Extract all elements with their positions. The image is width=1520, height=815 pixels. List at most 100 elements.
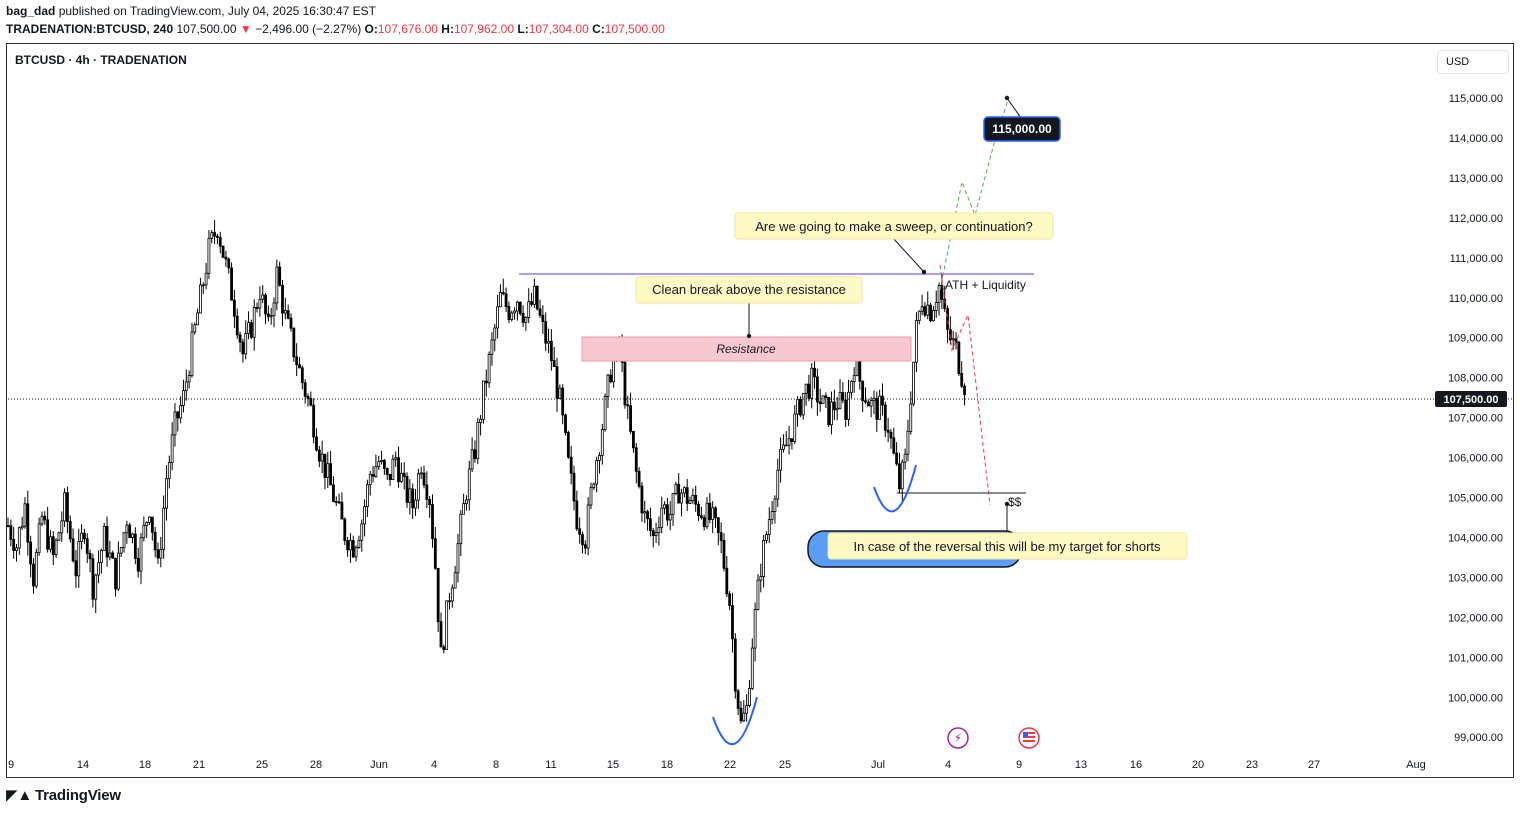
candle-down — [431, 504, 434, 540]
candle-down — [923, 306, 927, 316]
price-tick-label: 99,000.00 — [1454, 732, 1503, 744]
candle-up — [482, 380, 485, 420]
tradingview-logo[interactable]: ◤▲ TradingView — [6, 786, 121, 804]
candle-down — [235, 315, 239, 336]
candle-down — [29, 541, 33, 565]
candle-down — [813, 367, 816, 378]
candle-up — [399, 472, 403, 483]
candle-down — [303, 382, 307, 397]
candle-down — [439, 621, 443, 648]
candle-up — [756, 579, 760, 610]
candle-down — [136, 557, 140, 572]
candle-up — [80, 532, 83, 543]
price-change: −2,496.00 (−2.27%) — [255, 22, 362, 36]
candle-up — [770, 511, 774, 520]
candle-down — [329, 463, 333, 486]
candle-up — [269, 315, 273, 318]
candle-down — [216, 235, 219, 238]
candle-up — [210, 232, 214, 239]
candle-up — [532, 285, 536, 305]
time-tick-label: 13 — [1075, 759, 1087, 771]
open-label: O: — [364, 22, 378, 36]
price-tick-label: 110,000.00 — [1449, 293, 1503, 305]
candle-up — [711, 507, 715, 520]
candle-down — [728, 593, 732, 606]
candle-down — [382, 459, 386, 469]
candle-up — [643, 511, 647, 514]
break-callout-dot — [746, 333, 752, 339]
candle-down — [609, 374, 613, 383]
currency-button[interactable]: USD — [1437, 50, 1509, 74]
candle-down — [629, 405, 632, 432]
candle-down — [504, 293, 508, 308]
time-tick-label: 28 — [310, 759, 322, 771]
candle-down — [694, 494, 698, 505]
candle-up — [116, 552, 120, 590]
candle-down — [9, 525, 13, 540]
candle-down — [632, 430, 635, 449]
candle-up — [487, 353, 491, 384]
price-tick-label: 115,000.00 — [1449, 93, 1503, 105]
candle-down — [402, 472, 406, 477]
candle-down — [323, 453, 327, 478]
candle-up — [380, 459, 383, 463]
candle-up — [937, 284, 941, 303]
tradingview-logo-icon: ◤▲ — [6, 787, 32, 804]
publish-info: bag_dad published on TradingView.com, Ju… — [6, 4, 376, 18]
candle-up — [167, 462, 171, 480]
candle-up — [872, 397, 876, 402]
candle-down — [566, 432, 570, 458]
candle-up — [776, 469, 780, 500]
candle-up — [793, 413, 797, 442]
candle-down — [864, 400, 867, 403]
author-name[interactable]: bag_dad — [6, 4, 56, 18]
candle-up — [184, 381, 188, 392]
candle-down — [818, 401, 822, 405]
candle-down — [883, 404, 887, 431]
candle-up — [496, 306, 499, 329]
candle-down — [68, 521, 72, 540]
current-price-badge-text: 107,500.00 — [1443, 394, 1498, 406]
candle-up — [99, 549, 103, 564]
candle-down — [541, 314, 545, 323]
candle-down — [697, 503, 700, 516]
candle-up — [122, 532, 126, 549]
candle-down — [12, 538, 16, 551]
candle-up — [849, 381, 853, 393]
candle-down — [807, 383, 811, 399]
candle-up — [204, 272, 208, 286]
candle-down — [940, 284, 944, 300]
candle-up — [377, 461, 381, 468]
candle-up — [34, 552, 38, 587]
candle-down — [332, 484, 335, 502]
time-tick-label: 4 — [945, 759, 951, 771]
high-value: 107,962.00 — [453, 22, 515, 36]
candle-down — [578, 528, 582, 535]
candle-up — [470, 449, 474, 470]
candle-up — [830, 401, 833, 426]
candle-up — [196, 312, 200, 326]
candle-up — [674, 483, 678, 494]
candle-down — [841, 392, 845, 401]
candle-up — [40, 515, 44, 525]
candle-up — [349, 540, 352, 551]
candle-up — [951, 338, 955, 341]
candle-down — [544, 321, 548, 344]
candle-up — [252, 307, 256, 338]
price-tick-label: 113,000.00 — [1449, 173, 1503, 185]
candle-up — [838, 392, 842, 409]
candle-down — [315, 436, 318, 451]
liquidity-label: $$ — [1008, 495, 1022, 509]
candle-down — [957, 341, 961, 374]
candle-down — [227, 258, 231, 269]
candle-up — [900, 461, 904, 490]
candle-up — [660, 507, 664, 528]
candle-down — [725, 567, 729, 595]
candle-down — [238, 334, 242, 343]
candle-up — [499, 292, 502, 308]
candle-down — [128, 524, 132, 539]
candle-down — [286, 310, 290, 319]
candle-down — [232, 299, 236, 317]
time-tick-label: 14 — [77, 759, 89, 771]
